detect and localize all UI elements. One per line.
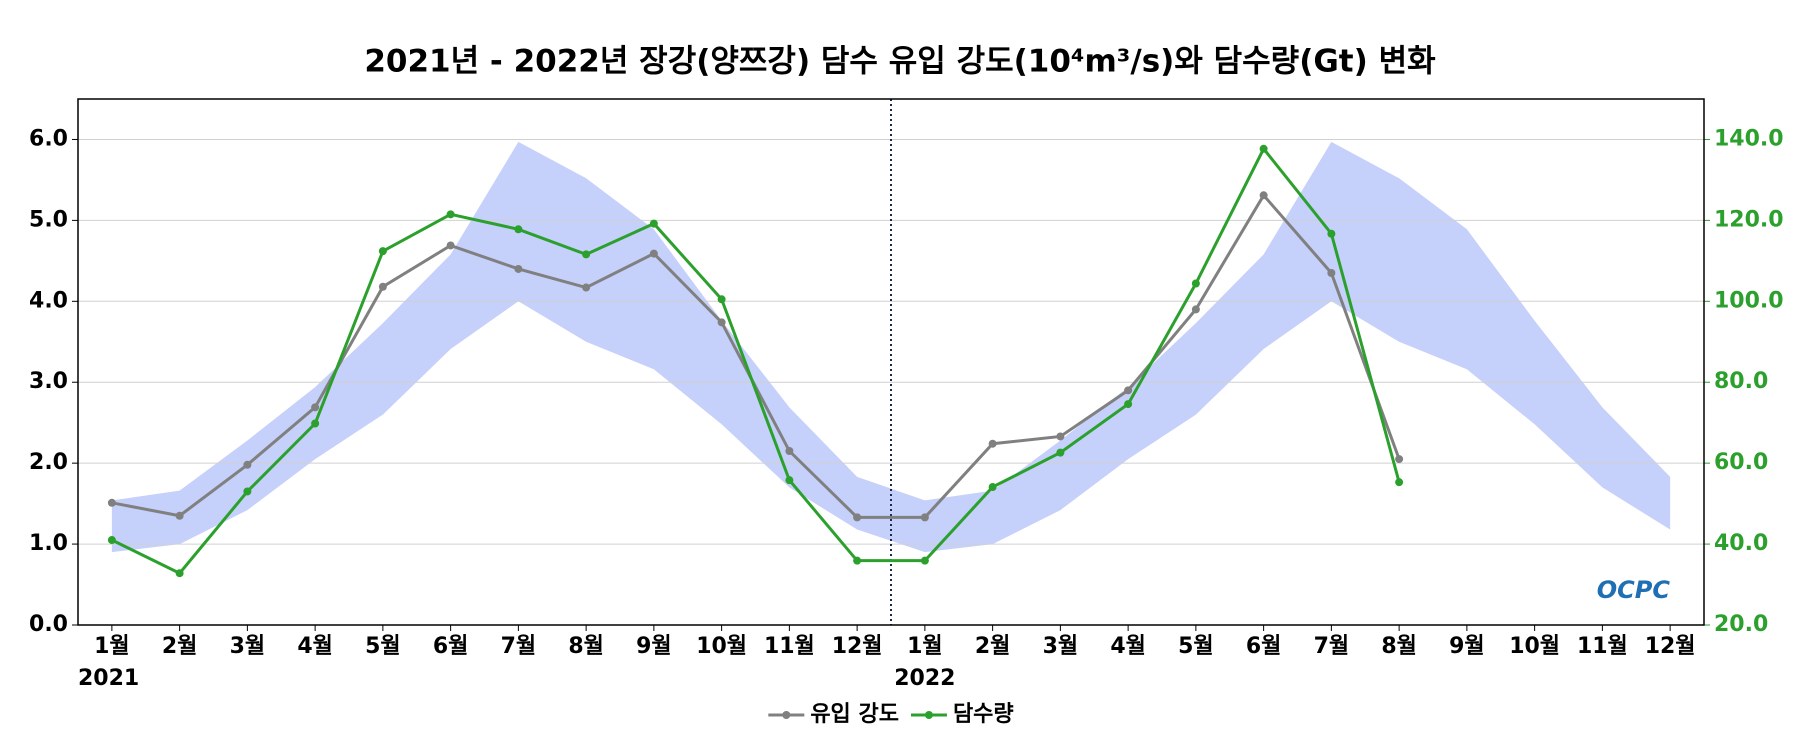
series-point <box>446 210 455 219</box>
series-point <box>175 511 184 520</box>
series-point <box>1327 229 1336 238</box>
x-tick-label: 9월 <box>636 634 672 659</box>
plot-frame <box>77 98 1705 626</box>
y-tick-label: 4.0 <box>29 288 68 313</box>
x-tick-label: 8월 <box>568 634 604 659</box>
series-point <box>446 241 455 250</box>
y2-tick-label: 140.0 <box>1714 126 1784 151</box>
y-tick-label: 1.0 <box>29 531 68 556</box>
series-point <box>1395 478 1404 487</box>
x-tick-label: 4월 <box>1110 634 1146 659</box>
y2-tick-label: 20.0 <box>1714 612 1768 637</box>
series-point <box>1395 455 1404 464</box>
x-tick-label: 7월 <box>501 634 537 659</box>
series-point <box>988 483 997 492</box>
series-point <box>582 250 591 259</box>
legend-label: 유입 강도 <box>810 702 899 727</box>
series-point <box>1259 144 1268 153</box>
x-tick-label: 10월 <box>696 634 747 659</box>
series-point <box>243 487 252 496</box>
y2-tick-label: 40.0 <box>1714 531 1768 556</box>
series-point <box>920 513 929 522</box>
legend: 유입 강도 담수량 <box>768 702 1014 727</box>
series-point <box>853 556 862 565</box>
x-tick-label: 11월 <box>764 634 815 659</box>
x-tick-label: 1월 <box>94 634 130 659</box>
x-tick-label: 2월 <box>975 634 1011 659</box>
series-point <box>717 295 726 304</box>
legend-marker <box>924 711 933 719</box>
series-point <box>1056 432 1065 441</box>
legend-marker <box>782 711 791 719</box>
series-point <box>378 282 387 291</box>
series-point <box>1191 305 1200 314</box>
series-point <box>785 447 794 456</box>
series-point <box>378 247 387 256</box>
series-point <box>1259 191 1268 200</box>
series-point <box>785 476 794 485</box>
series-point <box>717 318 726 327</box>
series-point <box>649 249 658 258</box>
x-tick-label: 12월 <box>832 634 883 659</box>
legend-label: 담수량 <box>953 702 1014 727</box>
series-point <box>920 556 929 565</box>
series-point <box>1056 448 1065 457</box>
x-tick-label: 8월 <box>1381 634 1417 659</box>
logo: OCPC <box>1597 576 1671 604</box>
x-tick-label: 5월 <box>365 634 401 659</box>
series-point <box>649 219 658 228</box>
series-point <box>1191 279 1200 288</box>
series-point <box>853 513 862 522</box>
x-tick-label: 7월 <box>1314 634 1350 659</box>
y-tick-label: 5.0 <box>29 207 68 232</box>
x-tick-label: 5월 <box>1178 634 1214 659</box>
y-tick-label: 3.0 <box>29 369 68 394</box>
series-point <box>175 569 184 578</box>
series-point <box>107 498 116 507</box>
y2-tick-label: 60.0 <box>1714 450 1768 475</box>
series-point <box>582 283 591 292</box>
series-point <box>1124 386 1133 395</box>
series-point <box>1124 400 1133 409</box>
climatology-band <box>111 141 1671 553</box>
x-tick-label: 1월 <box>907 634 943 659</box>
chart-title: 2021년 - 2022년 장강(양쯔강) 담수 유입 강도(10⁴m³/s)와… <box>364 44 1436 80</box>
x-tick-label: 3월 <box>230 634 266 659</box>
series-point <box>988 439 997 448</box>
y2-tick-label: 100.0 <box>1714 288 1784 313</box>
x-tick-label: 12월 <box>1645 634 1696 659</box>
x-tick-label: 10월 <box>1509 634 1560 659</box>
year-label: 2021 <box>78 666 139 691</box>
x-tick-label: 2월 <box>162 634 198 659</box>
series-point <box>1327 268 1336 277</box>
series-point <box>107 536 116 545</box>
y-tick-label: 0.0 <box>29 612 68 637</box>
y2-tick-label: 80.0 <box>1714 369 1768 394</box>
year-label: 2022 <box>894 666 955 691</box>
x-tick-label: 6월 <box>433 634 469 659</box>
series-point <box>311 419 320 428</box>
series-point <box>311 403 320 412</box>
x-tick-label: 3월 <box>1043 634 1079 659</box>
series-point <box>514 264 523 273</box>
x-tick-label: 6월 <box>1246 634 1282 659</box>
y-tick-label: 2.0 <box>29 450 68 475</box>
x-tick-label: 4월 <box>297 634 333 659</box>
series-point <box>243 460 252 469</box>
series-point <box>514 225 523 234</box>
y2-tick-label: 120.0 <box>1714 207 1784 232</box>
y-tick-label: 6.0 <box>29 126 68 151</box>
x-tick-label: 11월 <box>1577 634 1628 659</box>
x-tick-label: 9월 <box>1449 634 1485 659</box>
series-line <box>111 146 1401 576</box>
